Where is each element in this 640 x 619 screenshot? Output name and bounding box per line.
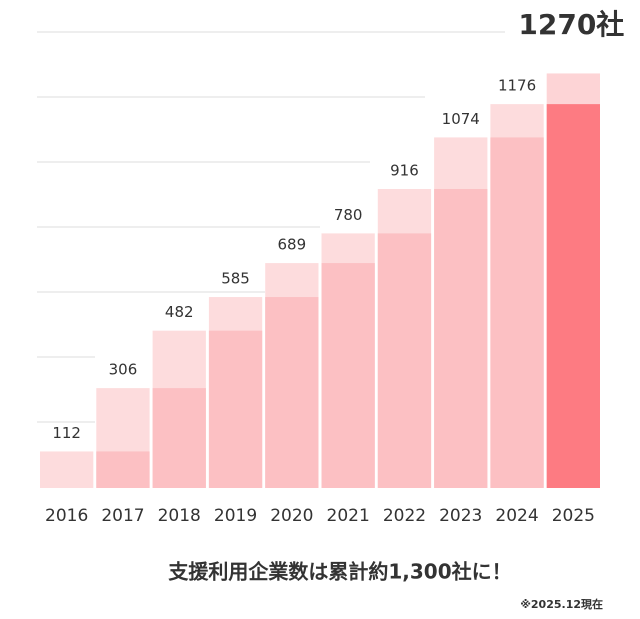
x-tick-label: 2016 — [45, 506, 88, 526]
value-label: 1176 — [498, 77, 536, 95]
bar-base — [377, 233, 432, 488]
note: ※2025.12現在 — [520, 597, 603, 611]
value-label: 916 — [390, 161, 419, 179]
value-label: 585 — [221, 270, 250, 288]
bar-base — [321, 263, 375, 488]
x-tick-label: 2025 — [552, 506, 595, 526]
x-tick-label: 2020 — [270, 506, 313, 526]
bar-base — [546, 104, 600, 489]
bar — [40, 451, 94, 488]
x-tick-label: 2018 — [158, 506, 201, 526]
x-tick-label: 2017 — [101, 506, 144, 526]
bar-base — [490, 137, 544, 488]
value-label: 112 — [52, 424, 81, 442]
caption: 支援利用企業数は累計約1,300社に！ — [168, 560, 511, 584]
bar-base — [434, 188, 488, 488]
value-label: 780 — [334, 206, 363, 224]
value-label: 1074 — [442, 110, 480, 128]
x-tick-label: 2023 — [439, 506, 482, 526]
value-label: 689 — [278, 236, 307, 254]
x-tick-label: 2019 — [214, 506, 257, 526]
bar-base — [208, 330, 263, 488]
value-label: 306 — [109, 361, 138, 379]
bar-base — [265, 297, 319, 488]
total-label: 1270社 — [518, 8, 624, 41]
value-label: 482 — [165, 303, 194, 321]
grid — [37, 31, 505, 423]
bar-base — [152, 388, 206, 488]
x-tick-label: 2021 — [327, 506, 370, 526]
x-tick-label: 2024 — [495, 506, 538, 526]
bar-base — [96, 451, 150, 488]
x-tick-label: 2022 — [383, 506, 426, 526]
